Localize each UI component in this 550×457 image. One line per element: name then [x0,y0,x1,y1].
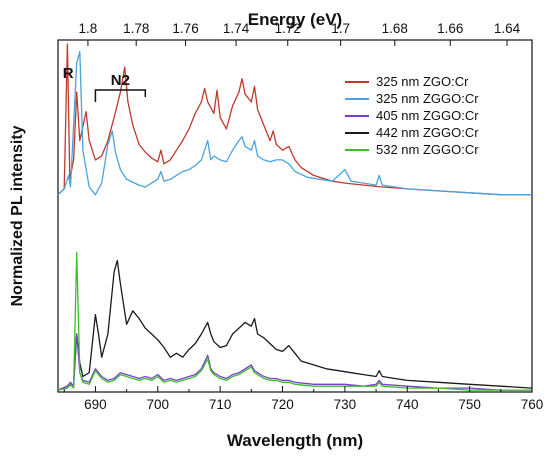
x-tick-label: 750 [458,397,481,412]
y-axis-title: Normalized PL intensity [9,125,26,306]
x2-tick-label: 1.74 [223,21,250,36]
x2-tick-label: 1.68 [382,21,408,36]
legend-label: 442 nm ZGGO:Cr [376,125,479,140]
series-line-3 [57,333,532,391]
x2-tick-label: 1.7 [331,21,350,36]
annotation-layer: R N2 [63,65,147,102]
x2-tick-label: 1.66 [437,21,463,36]
x-axis-title: Wavelength (nm) [227,431,363,450]
x2-axis-title: Energy (eV) [248,10,342,29]
x-tick-label: 720 [271,397,294,412]
legend-label: 532 nm ZGGO:Cr [376,142,479,157]
x2-tick-label: 1.8 [79,21,98,36]
x-tick-label: 760 [521,397,544,412]
legend-label: 405 nm ZGGO:Cr [376,108,479,123]
annotation-r: R [63,65,74,82]
x-tick-label: 710 [209,397,232,412]
legend-label: 325 nm ZGGO:Cr [376,91,479,106]
series-line-2 [57,50,532,196]
annotation-n2: N2 [111,72,130,89]
series-layer [57,43,533,391]
x-tick-label: 730 [334,397,357,412]
series-line-5 [57,252,532,391]
x2-tick-label: 1.76 [172,21,198,36]
legend: 325 nm ZGO:Cr 325 nm ZGGO:Cr 405 nm ZGGO:C… [345,74,479,157]
tick-layer: 690 700 710 720 730 740 750 760 1.8 1.78 1.76 1.74 1… [63,21,544,412]
x2-tick-label: 1.78 [123,21,149,36]
x-tick-label: 700 [147,397,170,412]
series-line-1 [57,43,532,196]
annotation-n2-bracket [94,89,147,102]
plot-frame [57,39,533,393]
x-tick-label: 740 [396,397,419,412]
x-tick-label: 690 [84,397,107,412]
x2-tick-label: 1.72 [275,21,301,36]
legend-label: 325 nm ZGO:Cr [376,74,469,89]
series-line-4 [57,259,533,391]
x2-tick-label: 1.64 [494,21,521,36]
